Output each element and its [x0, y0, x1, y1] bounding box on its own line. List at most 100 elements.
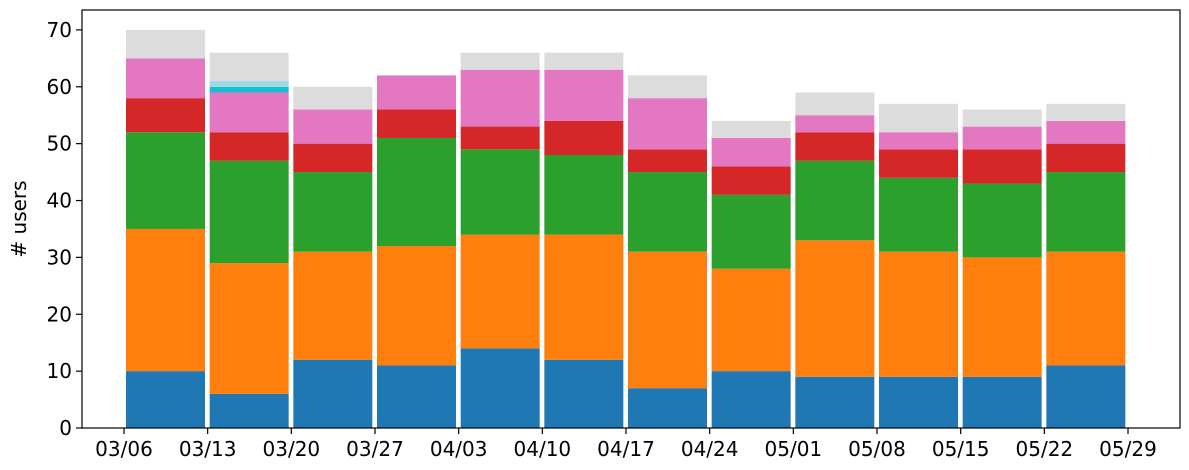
bar-segment — [795, 92, 875, 116]
y-tick-label: 50 — [47, 132, 72, 156]
bar-segment — [795, 115, 875, 133]
bar-segment — [628, 75, 707, 99]
y-axis: 0 10 20 30 40 50 60 70 — [47, 18, 82, 440]
y-tick-label: 30 — [47, 245, 72, 269]
bar-segment — [711, 194, 791, 269]
bar-segment — [795, 160, 875, 241]
bar-segment — [544, 52, 624, 70]
bar-segment — [293, 143, 373, 173]
bar-segment — [879, 251, 958, 377]
bar-segment — [1046, 172, 1126, 252]
bar-segment — [460, 348, 540, 428]
x-tick-label: 04/10 — [514, 437, 572, 461]
bar-segment — [628, 98, 707, 150]
bar-segment — [544, 155, 624, 235]
x-tick-label: 05/08 — [848, 437, 906, 461]
y-tick-label: 0 — [59, 416, 72, 440]
bar-segment — [126, 98, 205, 133]
y-tick-label: 70 — [47, 18, 72, 42]
bar-segment — [126, 58, 205, 99]
bar-segment — [962, 183, 1042, 258]
bar-segment — [962, 376, 1042, 428]
bar-segment — [460, 69, 540, 127]
bar-segment — [879, 103, 958, 133]
bar-segment — [1046, 251, 1126, 366]
bar-segment — [879, 376, 958, 428]
y-tick-label: 40 — [47, 189, 72, 213]
bars-group — [126, 29, 1126, 428]
bar-segment — [126, 371, 205, 428]
bar-segment — [544, 120, 624, 156]
bar-segment — [126, 29, 205, 59]
bar-segment — [293, 172, 373, 252]
y-tick-label: 20 — [47, 302, 72, 326]
bar-segment — [544, 69, 624, 121]
bar-segment — [209, 160, 289, 264]
bar-segment — [544, 234, 624, 360]
bar-segment — [711, 166, 791, 195]
bar-segment — [711, 120, 791, 138]
bar-segment — [962, 149, 1042, 184]
x-tick-label: 04/24 — [681, 437, 739, 461]
x-tick-label: 05/29 — [1099, 437, 1157, 461]
bar-segment — [377, 137, 456, 247]
bar-segment — [293, 359, 373, 428]
bar-segment — [628, 172, 707, 252]
bar-segment — [293, 109, 373, 144]
bar-segment — [209, 132, 289, 161]
bar-segment — [1046, 103, 1126, 121]
plot-frame — [81, 9, 1181, 429]
bar-segment — [962, 257, 1042, 377]
bar-segment — [460, 126, 540, 150]
bar-segment — [460, 149, 540, 235]
bar-segment — [377, 75, 456, 110]
x-tick-label: 03/06 — [95, 437, 153, 461]
bar-segment — [879, 177, 958, 252]
x-tick-label: 04/17 — [597, 437, 655, 461]
bar-segment — [795, 132, 875, 161]
bar-segment — [209, 263, 289, 394]
bar-segment — [795, 240, 875, 377]
bar-segment — [209, 52, 289, 82]
bar-segment — [962, 109, 1042, 127]
bar-segment — [1046, 120, 1126, 144]
bar-segment — [962, 126, 1042, 150]
bar-segment — [795, 376, 875, 428]
bar-segment — [377, 246, 456, 366]
bar-segment — [377, 109, 456, 138]
x-axis: 03/06 03/13 03/20 03/27 04/03 04/10 04/17 04/24… — [95, 428, 1157, 461]
x-tick-label: 05/22 — [1016, 437, 1074, 461]
x-tick-label: 03/27 — [346, 437, 404, 461]
bar-segment — [879, 132, 958, 150]
y-axis-label: # users — [7, 180, 31, 257]
bar-segment — [293, 251, 373, 360]
x-tick-label: 03/20 — [263, 437, 321, 461]
bar-segment — [628, 149, 707, 173]
bar-segment — [209, 86, 289, 93]
bar-segment — [711, 371, 791, 428]
bar-segment — [460, 234, 540, 349]
x-tick-label: 04/03 — [430, 437, 488, 461]
bar-segment — [544, 359, 624, 428]
y-tick-label: 60 — [47, 75, 72, 99]
bar-segment — [460, 52, 540, 70]
bar-segment — [209, 81, 289, 87]
bar-segment — [711, 137, 791, 167]
bar-segment — [126, 228, 205, 372]
bar-segment — [628, 388, 707, 428]
bar-segment — [628, 251, 707, 389]
bar-segment — [1046, 143, 1126, 173]
bar-segment — [209, 92, 289, 133]
bar-segment — [879, 149, 958, 178]
bar-segment — [711, 268, 791, 372]
bar-segment — [377, 365, 456, 428]
y-tick-label: 10 — [47, 359, 72, 383]
bar-segment — [209, 393, 289, 428]
bar-segment — [293, 86, 373, 110]
x-tick-label: 03/13 — [179, 437, 237, 461]
bar-segment — [126, 132, 205, 229]
bar-segment — [1046, 365, 1126, 428]
x-tick-label: 05/15 — [932, 437, 990, 461]
x-tick-label: 05/01 — [765, 437, 823, 461]
